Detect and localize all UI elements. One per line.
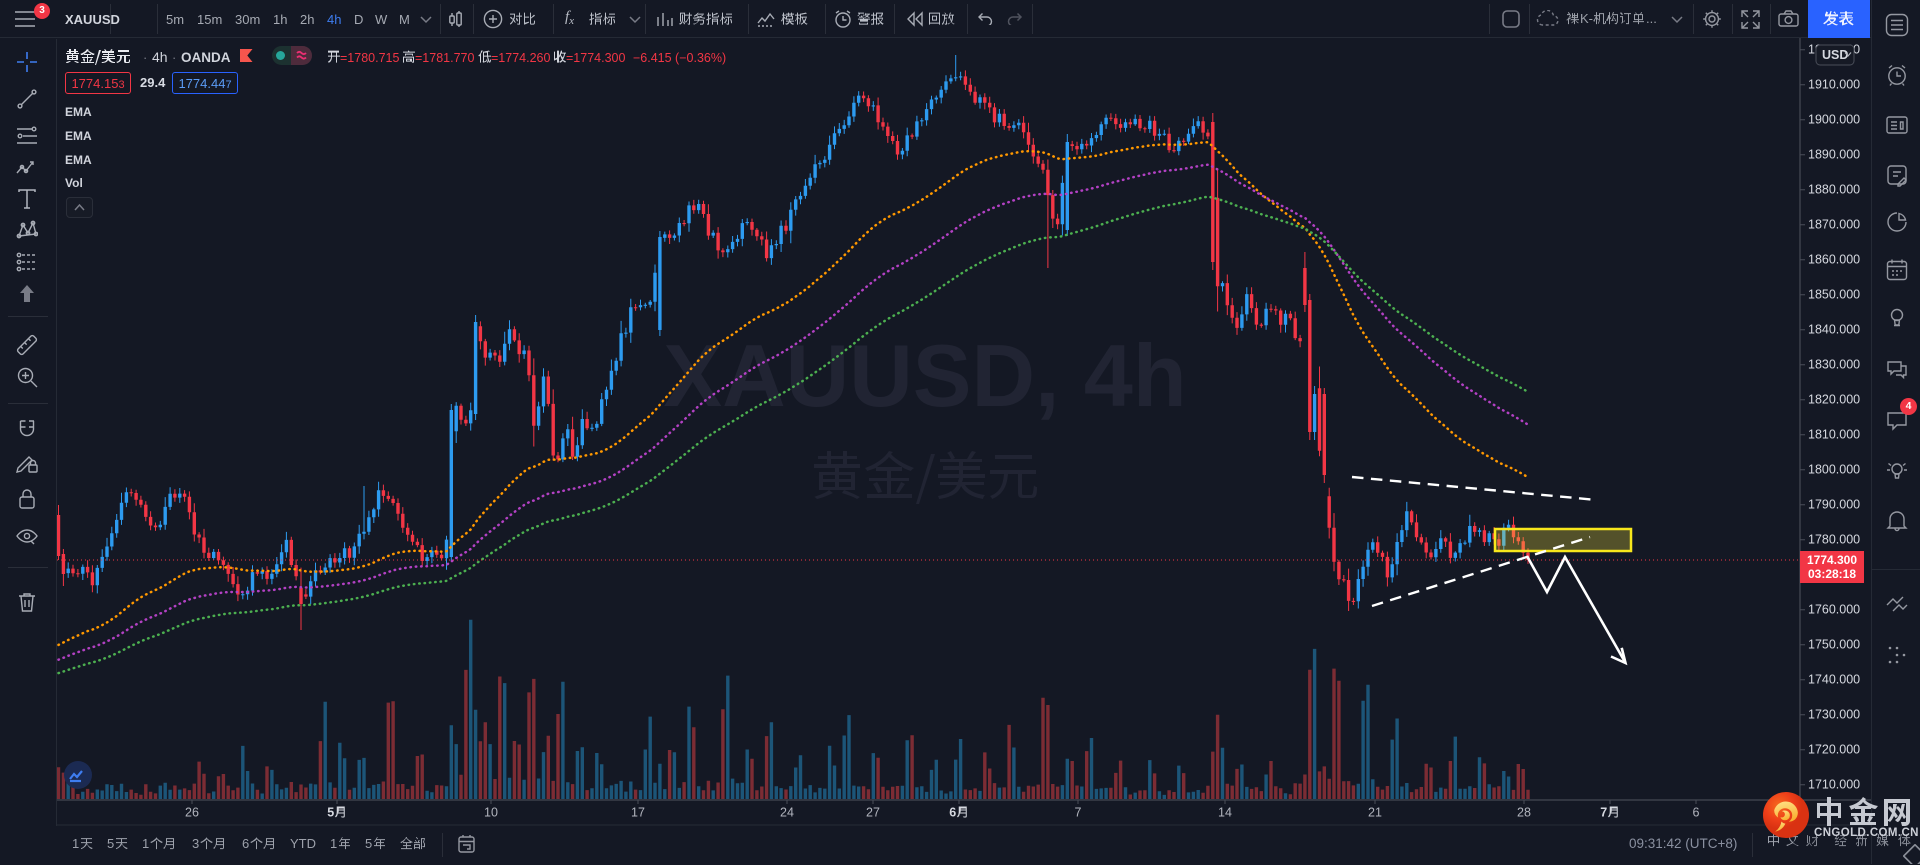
svg-text:1830.000: 1830.000 (1808, 358, 1860, 372)
svg-text:1740.000: 1740.000 (1808, 673, 1860, 687)
svg-text:1890.000: 1890.000 (1808, 148, 1860, 162)
svg-text:USD: USD (1822, 48, 1848, 62)
svg-text:1720.000: 1720.000 (1808, 743, 1860, 757)
svg-text:17: 17 (631, 806, 645, 820)
svg-text:1880.000: 1880.000 (1808, 183, 1860, 197)
svg-text:1710.000: 1710.000 (1808, 778, 1860, 792)
svg-text:26: 26 (185, 806, 199, 820)
svg-text:1900.000: 1900.000 (1808, 113, 1860, 127)
svg-text:1800.000: 1800.000 (1808, 463, 1860, 477)
svg-text:1870.000: 1870.000 (1808, 218, 1860, 232)
svg-text:21: 21 (1368, 806, 1382, 820)
svg-text:1750.000: 1750.000 (1808, 638, 1860, 652)
svg-text:14: 14 (1218, 806, 1232, 820)
svg-text:7: 7 (1075, 806, 1082, 820)
svg-text:1780.000: 1780.000 (1808, 533, 1860, 547)
svg-text:1910.000: 1910.000 (1808, 78, 1860, 92)
svg-text:24: 24 (780, 806, 794, 820)
svg-text:1760.000: 1760.000 (1808, 603, 1860, 617)
svg-text:1774.300: 1774.300 (1807, 553, 1857, 567)
svg-text:6: 6 (949, 806, 956, 820)
svg-text:10: 10 (484, 806, 498, 820)
svg-text:28: 28 (1517, 806, 1531, 820)
svg-text:03:28:18: 03:28:18 (1808, 567, 1856, 581)
svg-text:1840.000: 1840.000 (1808, 323, 1860, 337)
svg-text:6: 6 (1693, 806, 1700, 820)
svg-text:1860.000: 1860.000 (1808, 253, 1860, 267)
svg-text:7: 7 (1600, 806, 1607, 820)
svg-text:1730.000: 1730.000 (1808, 708, 1860, 722)
svg-text:1810.000: 1810.000 (1808, 428, 1860, 442)
svg-text:1820.000: 1820.000 (1808, 393, 1860, 407)
svg-text:1790.000: 1790.000 (1808, 498, 1860, 512)
svg-text:XAUUSD, 4h: XAUUSD, 4h (663, 326, 1186, 425)
svg-text:5: 5 (327, 806, 334, 820)
svg-text:27: 27 (866, 806, 880, 820)
svg-text:1850.000: 1850.000 (1808, 288, 1860, 302)
